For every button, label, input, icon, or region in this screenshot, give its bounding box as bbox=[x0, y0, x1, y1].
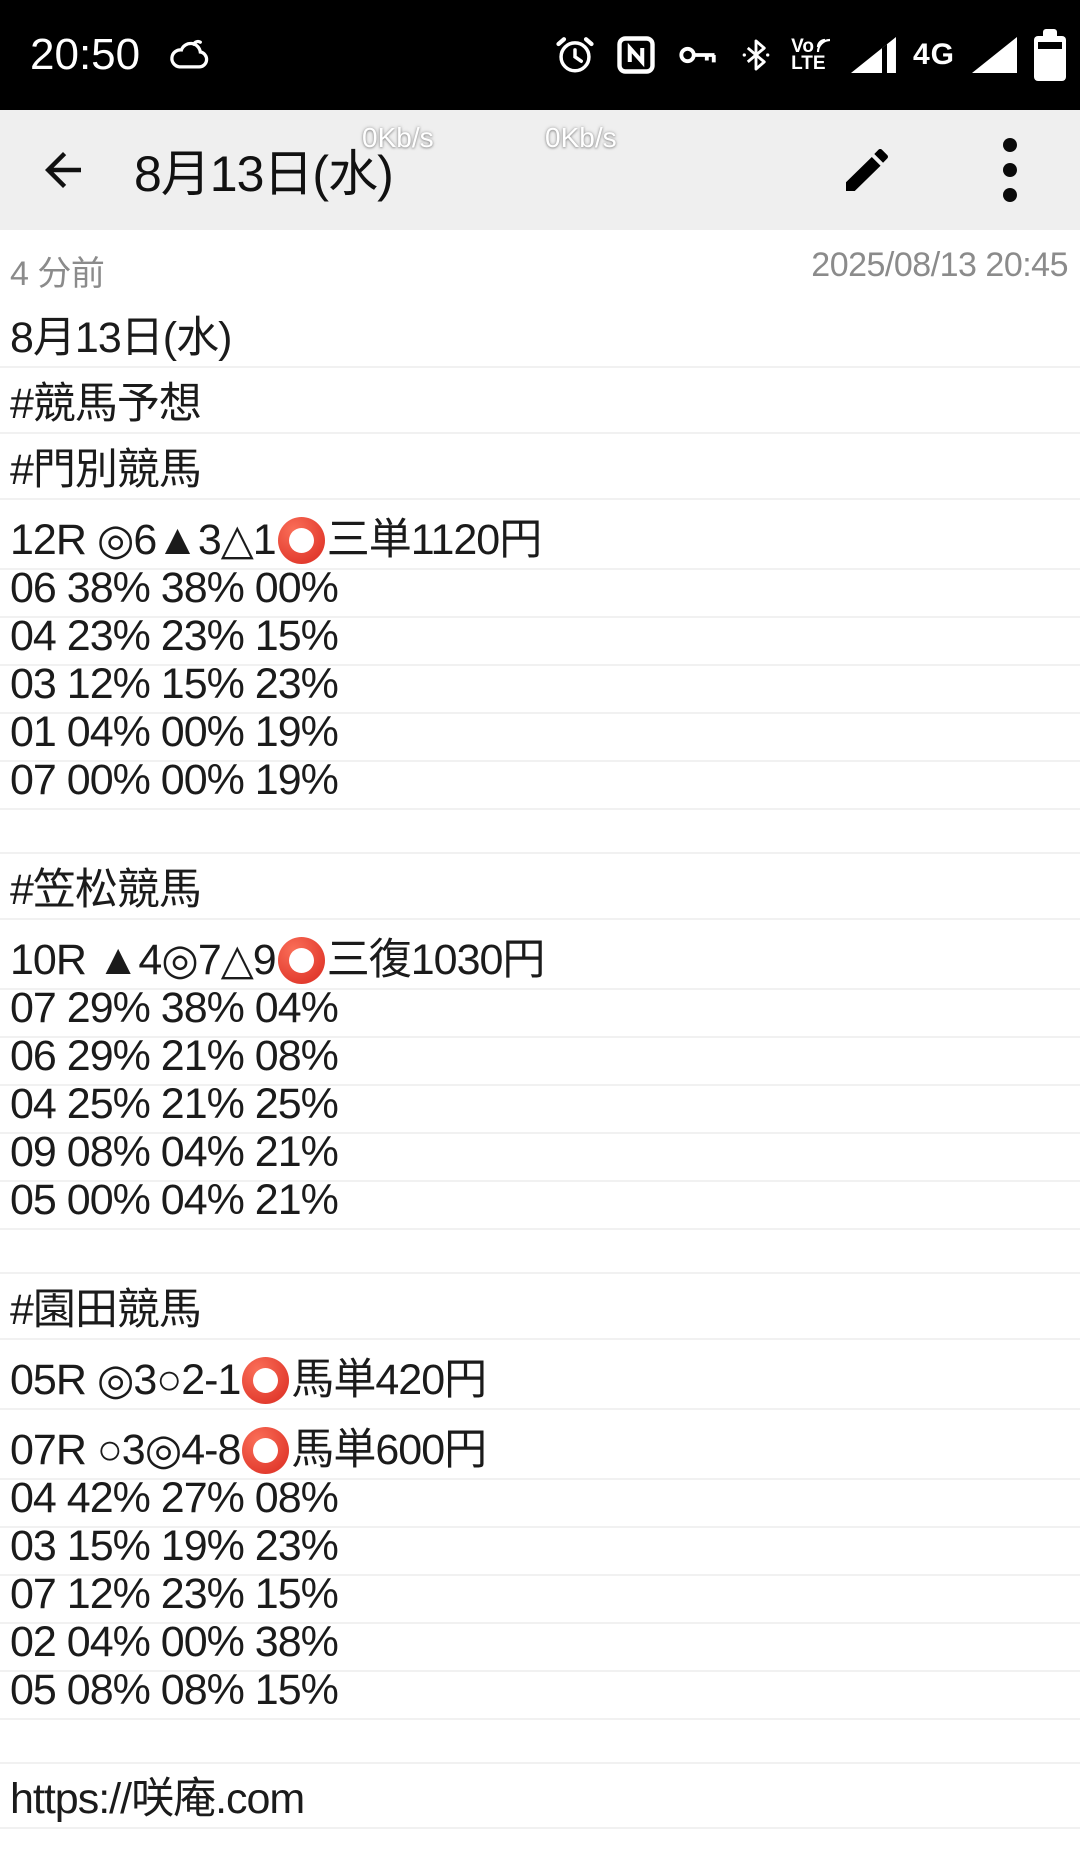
note-line: 05R ◎3○2-1 馬単420円 bbox=[0, 1340, 1080, 1410]
note-line: 12R ◎6▲3△1 三単1120円 bbox=[0, 500, 1080, 570]
note-meta: 4 分前 2025/08/13 20:45 bbox=[0, 230, 1080, 302]
red-circle-emoji bbox=[277, 517, 325, 564]
back-button[interactable] bbox=[36, 143, 90, 197]
edit-button[interactable] bbox=[839, 142, 895, 198]
note-age: 4 分前 bbox=[10, 255, 105, 293]
note-datetime: 2025/08/13 20:45 bbox=[811, 246, 1068, 284]
note-line: #門別競馬 bbox=[0, 434, 1080, 500]
weather-cloud-icon bbox=[166, 32, 212, 78]
note-line: 05 00% 04% 21% bbox=[0, 1177, 1080, 1230]
note-line: 07R ○3◎4-8 馬単600円 bbox=[0, 1410, 1080, 1480]
note-line bbox=[0, 1230, 1080, 1274]
page-title: 8月13日(水) bbox=[134, 146, 394, 202]
nfc-icon bbox=[614, 33, 658, 77]
app-bar: 8月13日(水) bbox=[0, 110, 1080, 230]
note-line: 01 04% 00% 19% bbox=[0, 709, 1080, 762]
note-line: 06 29% 21% 08% bbox=[0, 1033, 1080, 1086]
volte-icon: Vo LTE bbox=[791, 37, 834, 73]
red-circle-emoji bbox=[242, 1357, 290, 1404]
note-line: 04 42% 27% 08% bbox=[0, 1475, 1080, 1528]
key-icon bbox=[675, 33, 721, 77]
note-line: 03 12% 15% 23% bbox=[0, 661, 1080, 714]
note-line: 8月13日(水) bbox=[0, 302, 1080, 368]
signal-triangle-icon bbox=[972, 37, 1017, 73]
network-speed-overlay: 0Kb/s bbox=[362, 122, 434, 153]
three-dot-menu-icon bbox=[1003, 138, 1017, 202]
note-line: 06 38% 38% 00% bbox=[0, 565, 1080, 618]
overflow-menu-button[interactable] bbox=[1003, 138, 1017, 202]
note-line-url[interactable]: https://咲庵.com bbox=[0, 1764, 1080, 1829]
red-circle-emoji bbox=[277, 937, 325, 984]
note-line: 10R ▲4◎7△9 三復1030円 bbox=[0, 920, 1080, 990]
note-line: 07 00% 00% 19% bbox=[0, 757, 1080, 810]
note-line: 04 23% 23% 15% bbox=[0, 613, 1080, 666]
note-line bbox=[0, 810, 1080, 854]
network-type-label: 4G bbox=[912, 38, 955, 71]
note-content[interactable]: 8月13日(水) #競馬予想 #門別競馬 12R ◎6▲3△1 三単1120円 06 38… bbox=[0, 302, 1080, 1829]
red-circle-emoji bbox=[242, 1427, 290, 1474]
note-line: #笠松競馬 bbox=[0, 854, 1080, 920]
note-line: 09 08% 04% 21% bbox=[0, 1129, 1080, 1182]
status-bar: 20:50 bbox=[0, 0, 1080, 110]
bluetooth-icon bbox=[738, 32, 774, 78]
alarm-icon bbox=[553, 33, 597, 77]
note-line: 03 15% 19% 23% bbox=[0, 1523, 1080, 1576]
signal-triangle-icon bbox=[850, 37, 896, 73]
clock-time: 20:50 bbox=[30, 30, 141, 79]
battery-icon bbox=[1034, 29, 1066, 81]
note-line bbox=[0, 1720, 1080, 1764]
note-line: #競馬予想 bbox=[0, 368, 1080, 434]
note-line: 07 12% 23% 15% bbox=[0, 1571, 1080, 1624]
note-line: 07 29% 38% 04% bbox=[0, 985, 1080, 1038]
note-line: 02 04% 00% 38% bbox=[0, 1619, 1080, 1672]
note-line: #園田競馬 bbox=[0, 1274, 1080, 1340]
note-line: 05 08% 08% 15% bbox=[0, 1667, 1080, 1720]
note-line: 04 25% 21% 25% bbox=[0, 1081, 1080, 1134]
network-speed-overlay: 0Kb/s bbox=[545, 122, 617, 153]
